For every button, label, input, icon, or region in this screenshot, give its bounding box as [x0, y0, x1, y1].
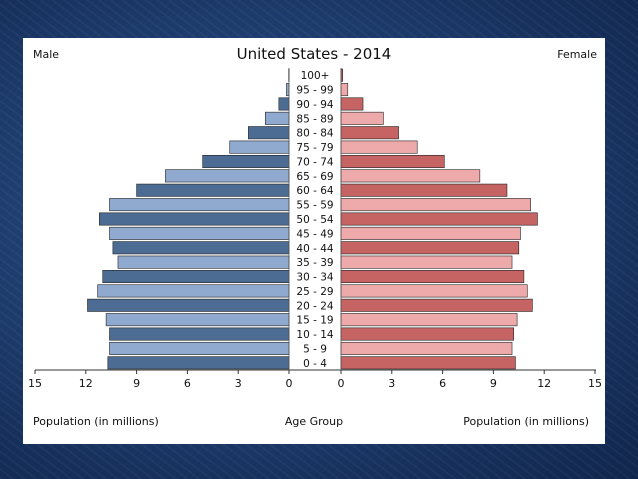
- male-bar-30-34: [102, 270, 290, 284]
- male-label: Male: [33, 48, 59, 61]
- female-bar-60-64: [340, 183, 508, 197]
- male-bar-0-4: [107, 356, 290, 370]
- tick-label-female-6: 6: [439, 377, 446, 390]
- male-bar-20-24: [87, 298, 290, 312]
- age-group-label-30-34: 30 - 34: [296, 272, 334, 284]
- female-bar-0-4: [340, 356, 516, 370]
- tick-label-male-6: 6: [184, 377, 191, 390]
- age-group-label-5-9: 5 - 9: [303, 343, 327, 355]
- age-group-label-50-54: 50 - 54: [296, 214, 334, 226]
- male-bar-25-29: [97, 284, 290, 298]
- x-axis-label-center: Age Group: [285, 415, 343, 428]
- male-bar-55-59: [109, 198, 290, 212]
- tick-label-male-12: 12: [79, 377, 93, 390]
- chart-panel: United States - 2014 Male Female 100+ 95 …: [23, 38, 605, 444]
- tick-label-female-9: 9: [490, 377, 497, 390]
- male-bar-15-19: [105, 313, 290, 327]
- age-group-label-75-79: 75 - 79: [296, 142, 333, 154]
- age-group-label-20-24: 20 - 24: [296, 300, 334, 312]
- age-group-label-70-74: 70 - 74: [296, 156, 334, 168]
- female-bar-10-14: [340, 327, 515, 341]
- female-bar-5-9: [340, 341, 513, 355]
- female-bar-15-19: [340, 313, 518, 327]
- male-bar-45-49: [109, 226, 290, 240]
- female-bar-30-34: [340, 270, 525, 284]
- male-bar-85-89: [264, 111, 290, 125]
- age-group-label-15-19: 15 - 19: [296, 315, 333, 327]
- age-group-label-35-39: 35 - 39: [296, 257, 333, 269]
- age-group-label-45-49: 45 - 49: [296, 228, 333, 240]
- bars-layer: [87, 68, 538, 370]
- tick-label-male-0: 0: [286, 377, 293, 390]
- female-bar-65-69: [340, 169, 481, 183]
- tick-label-male-15: 15: [28, 377, 42, 390]
- male-bar-35-39: [117, 255, 290, 269]
- tick-label-male-3: 3: [235, 377, 242, 390]
- age-group-label-80-84: 80 - 84: [296, 128, 334, 140]
- male-bar-10-14: [109, 327, 290, 341]
- female-bar-50-54: [340, 212, 538, 226]
- age-group-label-65-69: 65 - 69: [296, 171, 333, 183]
- age-group-label-100plus: 100+: [301, 70, 330, 82]
- tick-label-female-0: 0: [338, 377, 345, 390]
- age-group-label-0-4: 0 - 4: [303, 358, 327, 370]
- tick-label-female-12: 12: [537, 377, 551, 390]
- female-bar-25-29: [340, 284, 528, 298]
- female-bar-70-74: [340, 154, 445, 168]
- age-group-label-85-89: 85 - 89: [296, 113, 333, 125]
- male-bar-40-44: [112, 241, 290, 255]
- male-bar-50-54: [99, 212, 290, 226]
- female-bar-20-24: [340, 298, 533, 312]
- male-bar-70-74: [202, 154, 290, 168]
- male-bar-80-84: [248, 126, 290, 140]
- age-group-label-60-64: 60 - 64: [296, 185, 334, 197]
- male-bar-90-94: [278, 97, 290, 111]
- female-bar-95-99: [340, 83, 349, 97]
- age-group-label-25-29: 25 - 29: [296, 286, 333, 298]
- tick-label-female-3: 3: [388, 377, 395, 390]
- female-bar-80-84: [340, 126, 399, 140]
- age-group-label-40-44: 40 - 44: [296, 243, 334, 255]
- female-label: Female: [557, 48, 597, 61]
- chart-title: United States - 2014: [237, 45, 392, 63]
- age-group-labels: 100+ 95 - 99 90 - 94 85 - 89 80 - 84 75 - 79 7…: [296, 70, 334, 370]
- population-pyramid-chart: United States - 2014 Male Female 100+95 …: [28, 45, 602, 428]
- female-bar-55-59: [340, 198, 531, 212]
- age-group-label-90-94: 90 - 94: [296, 99, 334, 111]
- x-axis-label-left: Population (in millions): [33, 415, 159, 428]
- female-bar-85-89: [340, 111, 384, 125]
- male-bar-75-79: [229, 140, 290, 154]
- female-bar-75-79: [340, 140, 418, 154]
- age-group-label-55-59: 55 - 59: [296, 200, 333, 212]
- female-bar-45-49: [340, 226, 521, 240]
- x-axis-label-right: Population (in millions): [463, 415, 589, 428]
- female-bar-90-94: [340, 97, 364, 111]
- age-group-label-95-99: 95 - 99: [296, 85, 333, 97]
- male-bar-60-64: [136, 183, 290, 197]
- tick-label-male-9: 9: [133, 377, 140, 390]
- tick-label-female-15: 15: [588, 377, 602, 390]
- x-axis-ticks: 15 12 9 6 3 0 0 3 6 9 12 15: [28, 370, 602, 390]
- male-bar-65-69: [165, 169, 290, 183]
- female-bar-40-44: [340, 241, 520, 255]
- female-bar-35-39: [340, 255, 513, 269]
- male-bar-5-9: [109, 341, 290, 355]
- age-group-label-10-14: 10 - 14: [296, 329, 334, 341]
